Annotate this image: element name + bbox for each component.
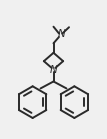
Text: N: N	[50, 65, 57, 75]
Text: N: N	[57, 29, 65, 39]
